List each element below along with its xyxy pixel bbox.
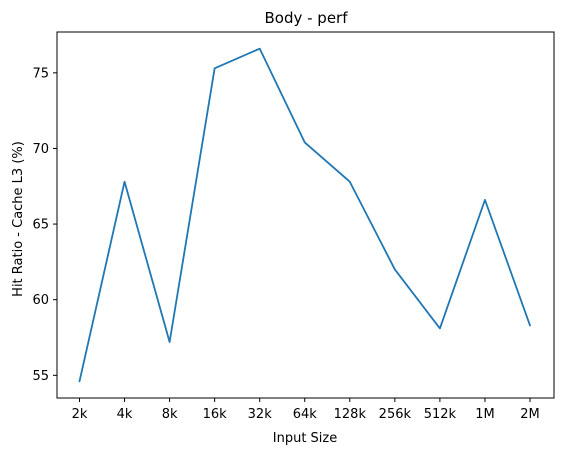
x-tick-label: 64k (293, 407, 318, 422)
x-tick-label: 8k (162, 407, 178, 422)
y-tick-label: 75 (32, 66, 49, 81)
plot-frame (56, 31, 555, 399)
x-tick-label: 128k (334, 407, 367, 422)
y-axis-label: Hit Ratio - Cache L3 (%) (11, 141, 26, 297)
y-tick-label: 70 (32, 142, 49, 157)
chart-title: Body - perf (264, 9, 348, 27)
x-tick-label: 2k (72, 407, 88, 422)
y-tick-label: 65 (32, 218, 49, 233)
x-axis-label: Input Size (273, 431, 337, 446)
x-tick-label: 512k (424, 407, 457, 422)
x-tick-label: 4k (117, 407, 133, 422)
x-tick-label: 256k (379, 407, 412, 422)
x-tick-label: 32k (248, 407, 273, 422)
y-tick-label: 55 (32, 369, 49, 384)
x-tick-label: 1M (475, 407, 495, 422)
y-tick-label: 60 (32, 293, 49, 308)
series-group (78, 47, 531, 383)
series-line (78, 47, 531, 383)
axis-ticks: 2k 4k 8k 16k 32k 64k 128k 256k 512k 1M 2M 55 60 65 70 7… (32, 66, 539, 422)
x-tick-label: 2M (520, 407, 540, 422)
x-tick-label: 16k (203, 407, 228, 422)
